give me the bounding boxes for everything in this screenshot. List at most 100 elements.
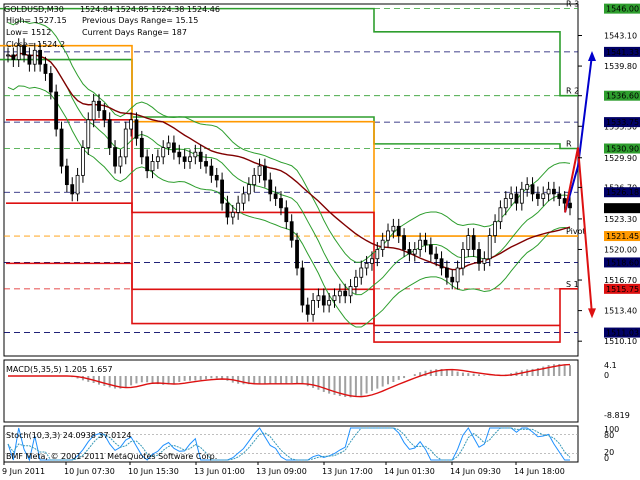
pivot-step-2 xyxy=(0,44,578,237)
up-arrow-head xyxy=(588,50,596,61)
level-label-pivot: Pivot xyxy=(566,227,586,236)
price-badge-bg xyxy=(604,203,640,214)
trend-arrows xyxy=(564,50,596,319)
time-label: 13 Jun 01:00 xyxy=(194,467,245,476)
main-pane-frame xyxy=(3,3,579,357)
candle-body xyxy=(525,184,530,190)
candle-body xyxy=(118,156,123,167)
candle-body xyxy=(70,184,75,195)
candle-body xyxy=(471,235,476,250)
candle-body xyxy=(86,119,91,148)
candle-body xyxy=(434,253,439,260)
stoch-tick: 100 xyxy=(604,425,619,434)
level-badge-pivot: 1521.45 xyxy=(606,232,639,241)
stoch-panel xyxy=(4,427,578,462)
info-high: High= 1527.15 xyxy=(6,16,67,25)
time-label: 10 Jun 07:30 xyxy=(64,467,115,476)
stoch-signal-line xyxy=(7,427,571,461)
candle-body xyxy=(198,151,203,162)
candle-body xyxy=(246,184,251,195)
candle-body xyxy=(102,110,107,121)
ma-slow-line xyxy=(7,52,571,271)
candle-body xyxy=(97,100,101,111)
candle-body xyxy=(396,225,401,236)
candle-body xyxy=(402,235,406,250)
candle-body xyxy=(193,151,198,158)
candle-body xyxy=(107,119,112,148)
price-tick-label: 1513.40 xyxy=(604,307,637,316)
candle-body xyxy=(348,286,353,297)
candle-body xyxy=(6,54,10,57)
price-badge: 1541.33 xyxy=(606,48,639,57)
candle-body xyxy=(268,179,273,195)
candle-body xyxy=(166,142,171,148)
ohlc-readout: 1524.84 1524.85 1524.38 1524.46 xyxy=(80,5,220,14)
candle-body xyxy=(54,91,59,130)
price-tick-label: 1543.10 xyxy=(604,31,637,40)
info-prev-range: Previous Days Range= 15.15 xyxy=(82,16,198,25)
candle-body xyxy=(75,174,80,195)
candle-body xyxy=(552,188,556,195)
candle-body xyxy=(391,225,396,232)
candle-body xyxy=(155,156,160,162)
candle-body xyxy=(91,100,96,121)
candle-body xyxy=(220,179,224,204)
candle-body xyxy=(273,193,278,199)
candle-body xyxy=(509,193,514,199)
time-label: 10 Jun 15:30 xyxy=(128,467,179,476)
pivot-levels: R 3 R 2 R Pivot S 1 xyxy=(0,0,586,343)
price-tick-label: 1523.30 xyxy=(604,215,637,224)
candle-body xyxy=(188,156,192,162)
macd-title: MACD(5,35,5) 1.205 1.657 xyxy=(6,365,113,374)
candle-body xyxy=(172,142,176,153)
candle-body xyxy=(32,49,37,65)
price-badge-bg xyxy=(604,117,640,128)
copyright-text: BMF Meta, © 2001-2011 MetaQuotes Softwar… xyxy=(6,452,217,461)
band-middle xyxy=(7,52,571,296)
level-label-s1: S 1 xyxy=(566,280,579,289)
time-label: 9 Jun 2011 xyxy=(2,467,45,476)
candle-body xyxy=(498,207,503,223)
candle-body xyxy=(439,258,444,269)
candle-body xyxy=(519,188,524,204)
candle-body xyxy=(145,156,150,172)
candle-body xyxy=(530,184,535,195)
candle-body xyxy=(332,295,337,301)
candle-body xyxy=(487,235,492,260)
candle-body xyxy=(380,239,385,250)
price-badge-bg xyxy=(604,187,640,198)
candle-body xyxy=(327,300,332,306)
level-badge-pivot-bg xyxy=(604,231,640,242)
candle-body xyxy=(295,239,299,269)
moving-averages xyxy=(7,52,571,271)
price-badge: 1518.60 xyxy=(606,258,639,267)
stoch-main-line xyxy=(7,427,570,462)
candle-body xyxy=(16,45,21,60)
candle-body xyxy=(343,290,348,297)
candle-body xyxy=(263,165,267,181)
candlesticks xyxy=(6,38,572,322)
stoch-tick: 20 xyxy=(604,448,614,457)
price-tick-label: 1529.90 xyxy=(604,154,637,163)
price-tick-label: 1510.10 xyxy=(604,337,637,346)
candle-body xyxy=(300,267,305,306)
candle-body xyxy=(209,165,214,176)
candle-body xyxy=(38,49,43,65)
candle-body xyxy=(305,304,310,315)
candle-body xyxy=(214,174,219,181)
band-lower xyxy=(7,85,571,328)
symbol-title: GOLDUSD,M30 xyxy=(4,5,64,14)
time-axis: 9 Jun 2011 10 Jun 07:30 10 Jun 15:30 13 Jun… xyxy=(2,462,565,476)
candle-body xyxy=(230,212,235,218)
candle-body xyxy=(252,174,257,186)
up-arrow-line xyxy=(564,54,593,213)
info-close: Close= 1524.2 xyxy=(6,40,65,49)
price-badge: 1511.03 xyxy=(606,329,639,338)
candle-body xyxy=(27,54,32,65)
candle-body xyxy=(386,230,390,241)
candle-body xyxy=(407,249,412,255)
price-badge: 1526.18 xyxy=(606,188,639,197)
candle-body xyxy=(311,300,315,315)
price-axis: 1543.101539.801536.601533.301529.901526.… xyxy=(578,3,640,463)
macd-signal-line xyxy=(8,363,571,398)
